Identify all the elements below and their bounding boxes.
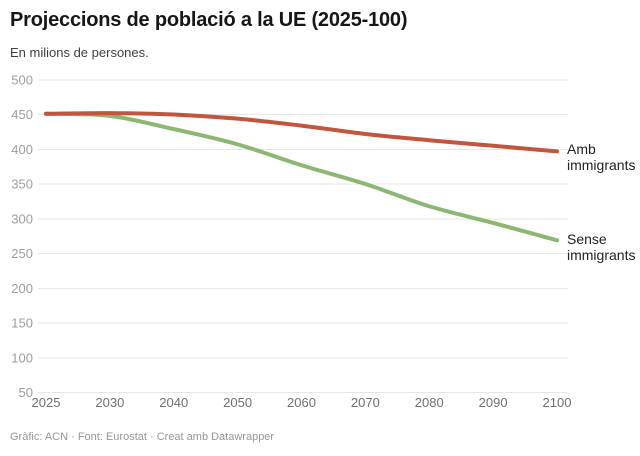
- y-tick-label: 150: [11, 316, 33, 331]
- x-tick-label: 2070: [351, 395, 380, 410]
- x-tick-label: 2060: [287, 395, 316, 410]
- y-tick-label: 100: [11, 350, 33, 365]
- y-tick-label: 350: [11, 177, 33, 192]
- x-tick-label: 2040: [159, 395, 188, 410]
- series-label-sense-immigrants: Sense immigrants: [567, 231, 636, 263]
- y-tick-label: 400: [11, 142, 33, 157]
- x-tick-label: 2030: [95, 395, 124, 410]
- attribution: Gràfic: ACN · Font: Eurostat · Creat amb…: [10, 431, 275, 443]
- y-tick-label: 200: [11, 281, 33, 296]
- y-tick-label: 250: [11, 246, 33, 261]
- chart-title: Projeccions de població a la UE (2025-10…: [10, 9, 408, 31]
- x-tick-label: 2050: [223, 395, 252, 410]
- x-tick-label: 2080: [415, 395, 444, 410]
- y-tick-label: 300: [11, 211, 33, 226]
- y-tick-label: 50: [19, 385, 33, 400]
- x-tick-label: 2090: [479, 395, 508, 410]
- series-label-amb-immigrants: Amb immigrants: [567, 141, 636, 173]
- x-tick-label: 2100: [543, 395, 572, 410]
- x-tick-label: 2025: [32, 395, 61, 410]
- series-line-amb-immigrants[interactable]: [44, 111, 559, 154]
- series-line-sense-immigrants[interactable]: [44, 111, 559, 243]
- y-tick-label: 500: [11, 72, 33, 87]
- y-tick-label: 450: [11, 107, 33, 122]
- chart-subtitle: En milions de persones.: [10, 45, 149, 60]
